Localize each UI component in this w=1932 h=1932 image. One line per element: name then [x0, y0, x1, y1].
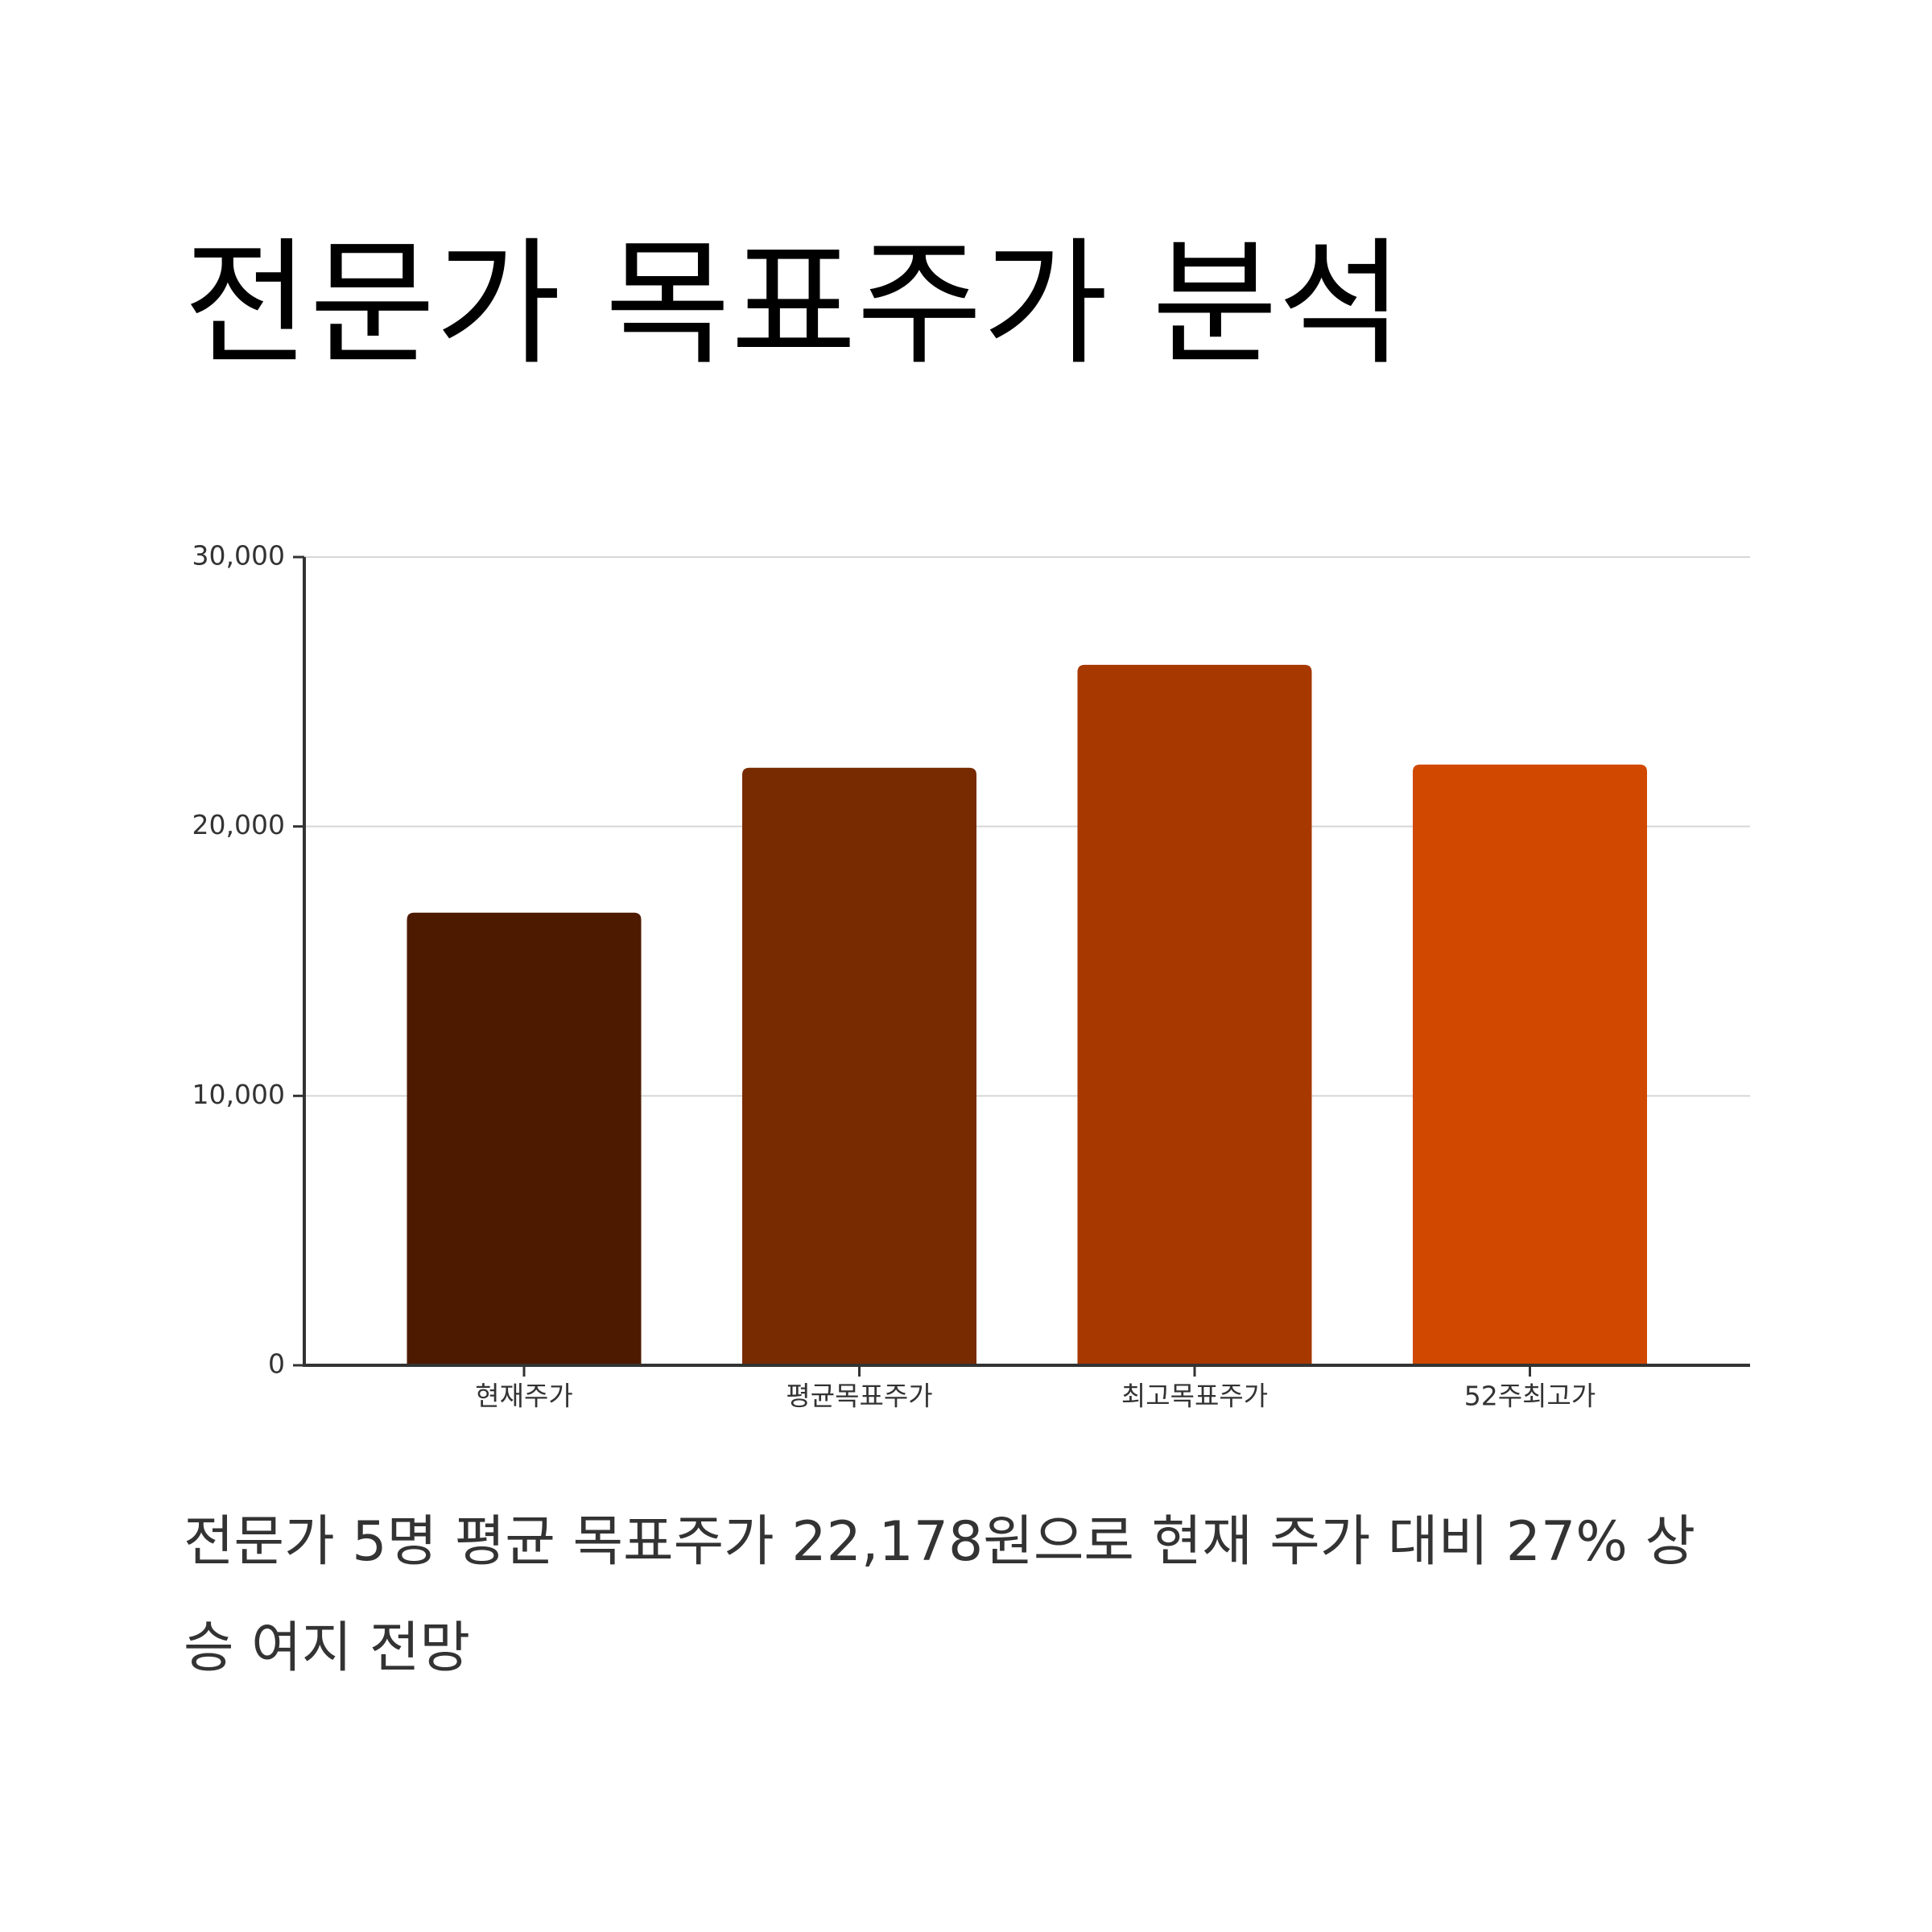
- chart-subtitle: 전문가 5명 평균 목표주가 22,178원으로 현재 주가 대비 27% 상승…: [184, 1510, 1696, 1680]
- bar: [407, 912, 642, 1365]
- y-tick-label: 20,000: [192, 809, 285, 840]
- bar: [742, 767, 976, 1365]
- y-tick-label: 30,000: [192, 540, 285, 572]
- chart-title: 전문가 목표주가 분석: [184, 225, 1404, 384]
- y-tick-label: 0: [268, 1348, 285, 1380]
- x-tick-label: 현재주가: [475, 1381, 572, 1412]
- y-tick-label: 10,000: [192, 1079, 285, 1110]
- x-tick-label: 최고목표주가: [1121, 1381, 1268, 1412]
- x-tick-label: 52주최고가: [1464, 1381, 1596, 1412]
- bar: [1413, 764, 1647, 1365]
- bar: [1077, 664, 1312, 1365]
- x-tick-label: 평균목표주가: [786, 1381, 932, 1412]
- chart: 전문가 목표주가 분석 0 10,000 20,000 30,000 현재주가 평균목표주…: [184, 225, 1750, 1412]
